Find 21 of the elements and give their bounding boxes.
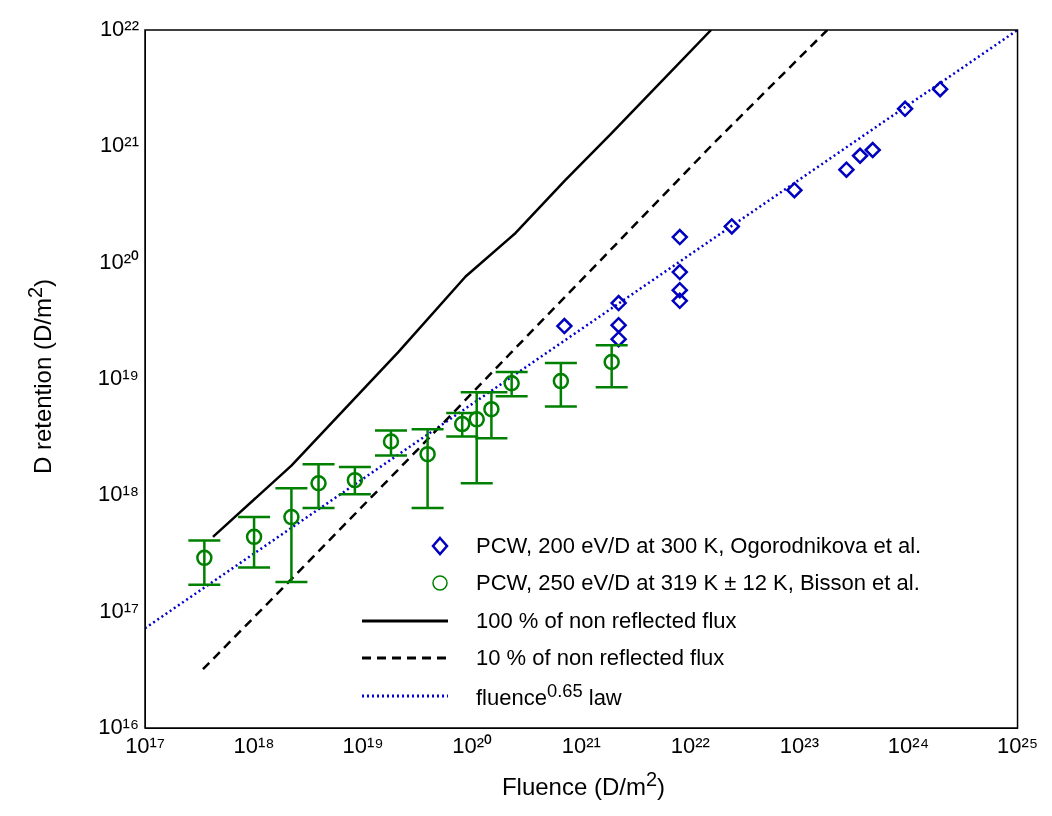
legend-label: fluence$^{0.65}$ law	[476, 680, 622, 712]
legend-label: PCW, 250 eV/D at 319 K ± 12 K, Bisson et al.	[476, 570, 920, 597]
x-tick-label: 10²⁵	[997, 733, 1038, 759]
x-tick-label: 10²¹	[561, 733, 601, 759]
x-axis-title: Fluence (D/m$^{2}$)	[500, 768, 667, 801]
legend-label: PCW, 200 eV/D at 300 K, Ogorodnikova et al.	[476, 532, 922, 559]
y-tick-label: 10²¹	[99, 132, 139, 158]
y-tick-label: 10¹⁸	[97, 481, 139, 507]
x-tick-label: 10¹⁷	[125, 733, 165, 759]
x-tick-label: 10²³	[779, 733, 819, 759]
y-tick-label: 10¹⁹	[97, 365, 139, 391]
x-tick-label: 10²²	[670, 733, 710, 759]
y-tick-label: 10¹⁷	[99, 597, 140, 623]
x-tick-label: 10¹⁹	[342, 733, 384, 759]
y-tick-label: 10²⁰	[99, 248, 139, 274]
legend-label: 10 % of non reflected flux	[476, 645, 725, 672]
x-tick-label: 10²⁰	[452, 733, 493, 759]
x-tick-label: 10²⁴	[887, 733, 930, 759]
y-tick-label: 10²²	[99, 16, 139, 42]
x-tick-label: 10¹⁸	[233, 733, 275, 759]
legend-label: 100 % of non reflected flux	[476, 607, 737, 634]
